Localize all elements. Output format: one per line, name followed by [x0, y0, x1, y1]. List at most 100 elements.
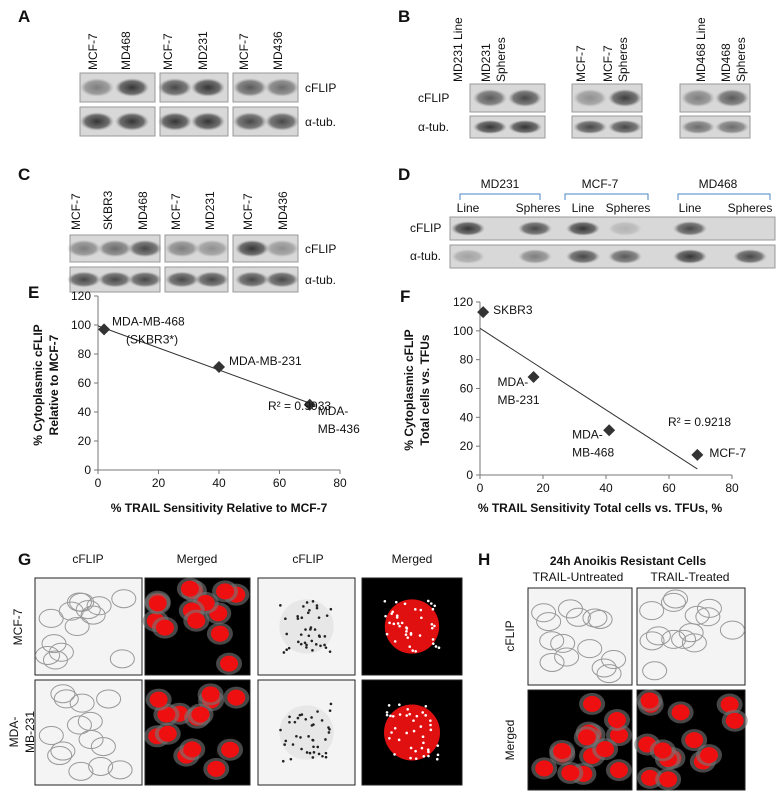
cell	[577, 639, 603, 659]
x-tick-label: 60	[662, 481, 676, 495]
speck	[304, 628, 307, 631]
point-label: MB-436	[318, 422, 360, 436]
data-point	[603, 424, 616, 437]
speck	[433, 624, 436, 628]
speck	[282, 651, 286, 654]
cell	[96, 689, 122, 709]
speck	[299, 736, 302, 739]
row-label: α-tub.	[305, 115, 336, 129]
cell	[64, 617, 90, 637]
lane-label: MCF-7	[601, 45, 615, 82]
speck	[320, 719, 324, 722]
panel-label: E	[28, 283, 39, 302]
y-tick-label: 40	[460, 410, 474, 424]
speck	[311, 756, 315, 759]
speck	[312, 751, 316, 754]
cell	[554, 647, 580, 667]
speck	[288, 720, 291, 724]
speck	[296, 615, 299, 618]
blot-band	[518, 249, 552, 264]
speck	[311, 649, 314, 652]
speck	[316, 710, 319, 713]
cell	[38, 726, 64, 746]
blot-band	[265, 78, 299, 97]
blot-band	[191, 112, 225, 131]
panel-label: G	[18, 550, 31, 569]
speck	[279, 604, 282, 607]
cell	[695, 607, 721, 627]
speck	[411, 649, 415, 652]
cell	[663, 589, 689, 609]
speck	[436, 753, 440, 757]
speck	[311, 600, 315, 603]
nucleus	[577, 729, 596, 746]
speck	[279, 728, 282, 732]
point-label: (SKBR3*)	[126, 332, 178, 346]
speck	[388, 737, 391, 740]
annotation: R² = 0.9933	[268, 399, 331, 413]
speck	[300, 713, 304, 716]
speck	[308, 751, 312, 755]
lane-label: Spheres	[606, 201, 651, 215]
lane-label: MCF-7	[86, 33, 100, 70]
cell	[539, 652, 565, 672]
nucleus	[148, 595, 167, 612]
blot-band	[115, 112, 149, 131]
cell	[107, 760, 133, 780]
cell	[50, 684, 76, 704]
data-point	[527, 370, 540, 383]
cell	[77, 711, 103, 731]
speck	[315, 606, 319, 610]
lane-label: MD468	[119, 31, 133, 70]
speck	[408, 712, 411, 716]
row-label: cFLIP	[305, 242, 336, 256]
speck	[429, 719, 432, 722]
group-label: MD468	[699, 177, 738, 191]
column-label: cFLIP	[72, 552, 103, 566]
nucleus	[227, 689, 246, 706]
blot-band	[233, 78, 267, 97]
nucleus	[583, 695, 602, 712]
lane-label: Spheres	[616, 37, 630, 82]
speck	[422, 741, 425, 745]
point-label: MDA-MB-231	[229, 354, 302, 368]
x-tick-label: 20	[536, 481, 550, 495]
y-axis-label: % Cytoplasmic cFLIP	[31, 324, 45, 445]
speck	[384, 614, 387, 618]
row-label: α-tub.	[418, 120, 449, 134]
speck	[406, 707, 410, 711]
cell	[639, 631, 665, 651]
blot-band	[165, 271, 199, 288]
sphere	[279, 705, 334, 760]
speck	[430, 622, 434, 626]
blot-band	[115, 78, 149, 97]
lane-label: Line	[679, 201, 702, 215]
blot-band	[265, 239, 299, 258]
speck	[414, 608, 417, 611]
blot-band	[608, 249, 642, 264]
speck	[307, 634, 311, 638]
point-label: MB-468	[572, 445, 614, 459]
point-label: MB-231	[498, 393, 540, 407]
data-point	[303, 398, 316, 411]
speck	[329, 702, 333, 706]
nucleus	[671, 704, 690, 721]
speck	[419, 725, 423, 728]
lane-label: MD231	[196, 31, 210, 70]
sphere	[384, 704, 440, 761]
speck	[284, 739, 288, 743]
blot-band	[128, 271, 162, 288]
speck	[310, 724, 314, 727]
speck	[281, 759, 285, 763]
speck	[298, 713, 302, 717]
data-point	[98, 323, 111, 336]
speck	[310, 716, 313, 719]
nucleus	[653, 742, 672, 759]
lane-label: MD436	[271, 31, 285, 70]
cell	[86, 596, 112, 616]
speck	[426, 748, 430, 752]
speck	[310, 639, 314, 643]
cell	[90, 737, 116, 757]
speck	[393, 640, 397, 643]
